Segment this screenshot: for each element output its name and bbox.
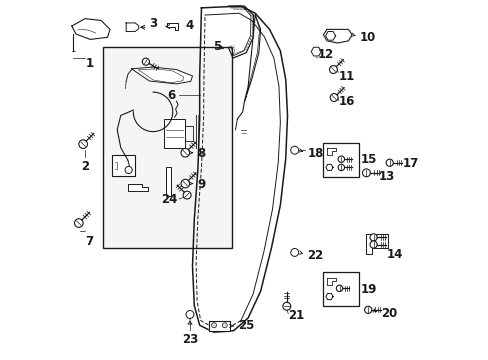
Polygon shape: [192, 6, 287, 332]
Text: 20: 20: [381, 307, 397, 320]
Bar: [163, 119, 185, 148]
Circle shape: [337, 164, 344, 171]
Polygon shape: [131, 67, 192, 84]
Circle shape: [369, 234, 376, 241]
Text: 4: 4: [185, 19, 193, 32]
Text: 13: 13: [378, 170, 394, 183]
Text: 6: 6: [167, 89, 175, 102]
Text: 7: 7: [85, 234, 93, 248]
Text: 10: 10: [359, 31, 375, 44]
Polygon shape: [310, 47, 321, 56]
Circle shape: [290, 248, 298, 256]
Circle shape: [222, 323, 227, 328]
Circle shape: [125, 166, 132, 174]
Polygon shape: [126, 23, 139, 32]
Text: 18: 18: [306, 147, 323, 160]
Text: 16: 16: [338, 95, 354, 108]
Text: 1: 1: [85, 57, 94, 70]
Circle shape: [386, 159, 392, 166]
Circle shape: [282, 302, 290, 310]
Text: 14: 14: [386, 248, 402, 261]
Bar: [165, 167, 171, 196]
Text: 9: 9: [197, 178, 205, 191]
Circle shape: [74, 219, 83, 227]
Circle shape: [185, 311, 194, 319]
Circle shape: [181, 179, 189, 188]
Text: 22: 22: [306, 249, 323, 262]
Polygon shape: [323, 30, 351, 43]
Text: 21: 21: [287, 309, 304, 322]
Bar: [102, 47, 231, 248]
Text: 24: 24: [161, 193, 177, 206]
Circle shape: [369, 241, 376, 248]
Text: 23: 23: [182, 333, 198, 346]
Bar: [323, 272, 359, 306]
Circle shape: [142, 58, 149, 65]
Polygon shape: [326, 278, 335, 285]
Circle shape: [336, 285, 342, 292]
Text: 3: 3: [148, 17, 157, 30]
Polygon shape: [72, 19, 110, 40]
Polygon shape: [326, 148, 335, 155]
Text: 17: 17: [402, 157, 418, 170]
Circle shape: [329, 66, 337, 73]
Circle shape: [211, 323, 216, 328]
Bar: [112, 155, 135, 176]
Circle shape: [181, 148, 189, 157]
Bar: [323, 143, 359, 177]
Text: 11: 11: [338, 69, 354, 82]
Circle shape: [183, 191, 191, 199]
Circle shape: [362, 169, 369, 177]
Text: 15: 15: [360, 153, 377, 166]
Text: 12: 12: [317, 48, 333, 61]
Text: 25: 25: [238, 319, 254, 332]
Polygon shape: [325, 31, 335, 40]
Circle shape: [290, 146, 298, 154]
Text: 5: 5: [213, 40, 221, 53]
Polygon shape: [208, 320, 230, 331]
Circle shape: [337, 156, 344, 162]
Text: 19: 19: [360, 283, 377, 296]
Polygon shape: [167, 23, 178, 30]
Polygon shape: [366, 234, 387, 253]
Polygon shape: [128, 184, 147, 191]
Polygon shape: [325, 293, 332, 300]
Circle shape: [364, 306, 371, 314]
Circle shape: [79, 140, 87, 148]
Text: 2: 2: [81, 160, 89, 173]
Circle shape: [329, 94, 337, 102]
Text: 8: 8: [197, 147, 205, 160]
Polygon shape: [325, 165, 332, 171]
